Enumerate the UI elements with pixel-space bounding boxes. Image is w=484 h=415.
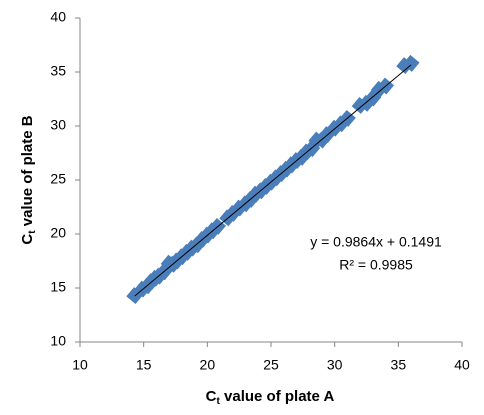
x-axis-label: Ct value of plate A [206, 388, 335, 407]
x-tick-label: 20 [200, 357, 216, 373]
x-tick-label: 25 [263, 357, 279, 373]
point [402, 54, 420, 72]
y-axis-label: Ct value of plate B [19, 115, 38, 244]
y-tick-label: 20 [50, 225, 66, 241]
x-label-part: value of plate A [220, 388, 335, 405]
x-label-part: C [206, 388, 217, 405]
y-tick-label: 35 [50, 63, 66, 79]
r-squared: R² = 0.9985 [339, 257, 413, 273]
y-tick-label: 30 [50, 117, 66, 133]
x-label-sub: t [217, 396, 221, 407]
equation: y = 0.9864x + 0.1491 [310, 234, 442, 250]
trendline [134, 64, 412, 297]
x-tick-label: 40 [454, 357, 470, 373]
x-tick-label: 35 [391, 357, 407, 373]
y-label-part: value of plate B [19, 115, 36, 230]
y-tick-label: 15 [50, 279, 66, 295]
x-tick-label: 15 [136, 357, 152, 373]
y-tick-label: 10 [50, 333, 66, 349]
x-tick-label: 30 [327, 357, 343, 373]
y-tick-label: 40 [50, 9, 66, 25]
y-label-sub: t [27, 230, 38, 234]
x-tick-label: 10 [72, 357, 88, 373]
y-label-part: C [19, 234, 36, 245]
y-tick-label: 25 [50, 171, 66, 187]
